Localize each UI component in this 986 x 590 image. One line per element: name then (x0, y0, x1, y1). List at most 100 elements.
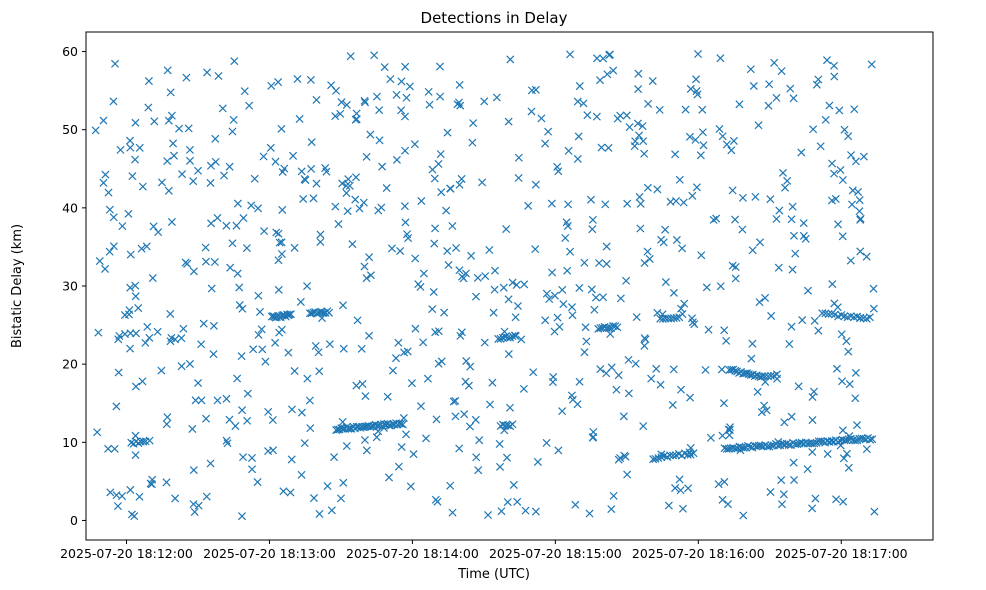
data-point (148, 274, 157, 283)
data-point (647, 374, 656, 383)
data-point (348, 240, 357, 249)
data-point (99, 116, 108, 125)
data-point (99, 178, 108, 187)
data-point (504, 350, 513, 359)
data-point (316, 237, 325, 247)
data-point (271, 338, 280, 347)
data-point (747, 354, 756, 363)
data-point (496, 334, 505, 343)
data-point (429, 287, 438, 297)
data-point (782, 439, 791, 448)
data-point (513, 497, 522, 506)
data-point (225, 162, 234, 171)
data-point (772, 370, 781, 379)
data-point (437, 188, 446, 197)
data-point (325, 340, 334, 349)
data-point (825, 101, 834, 110)
data-point (755, 238, 765, 247)
data-point (378, 162, 387, 171)
data-point (691, 135, 700, 144)
data-point (605, 51, 614, 60)
data-point (154, 228, 163, 237)
data-point (93, 428, 102, 437)
data-point (231, 422, 240, 431)
data-point (632, 313, 641, 322)
data-point (271, 157, 280, 166)
data-point (331, 112, 340, 121)
data-point (228, 127, 237, 136)
data-point (692, 75, 701, 84)
data-point (300, 439, 309, 448)
x-tick-label: 2025-07-20 18:14:00 (346, 546, 479, 561)
data-point (112, 491, 121, 500)
data-point (851, 436, 860, 445)
data-point (366, 130, 375, 139)
data-point (553, 313, 562, 322)
data-point (859, 314, 868, 323)
data-point (596, 365, 605, 374)
data-point (419, 269, 428, 278)
data-point (664, 501, 673, 510)
data-point (604, 143, 613, 152)
data-point (587, 285, 596, 294)
data-point (125, 136, 135, 145)
data-point (297, 167, 306, 176)
data-point (508, 332, 517, 341)
data-point (675, 175, 684, 184)
data-point (623, 199, 632, 208)
data-point (634, 69, 643, 78)
y-tick-label: 0 (70, 513, 78, 528)
data-point (267, 81, 276, 90)
data-point (253, 478, 262, 487)
data-point (672, 313, 681, 322)
data-point (336, 109, 345, 118)
data-point (762, 406, 771, 415)
data-point (738, 193, 747, 202)
data-point (844, 132, 853, 141)
data-point (182, 73, 191, 82)
data-point (675, 313, 684, 322)
data-point (362, 152, 371, 161)
data-point (214, 71, 223, 81)
data-point (640, 341, 649, 350)
data-point (201, 243, 210, 252)
data-point (527, 107, 536, 116)
data-point (430, 239, 439, 248)
data-point (127, 438, 136, 447)
data-point (821, 115, 830, 124)
data-point (189, 267, 198, 276)
data-point (801, 234, 810, 243)
data-point (473, 273, 482, 282)
data-point (132, 329, 141, 338)
x-tick-label: 2025-07-20 18:16:00 (632, 546, 765, 561)
data-point (126, 283, 135, 292)
data-point (162, 478, 171, 487)
data-point (274, 285, 283, 294)
data-point (109, 213, 118, 222)
data-point (846, 256, 855, 265)
data-point (844, 463, 853, 472)
data-point (842, 436, 851, 445)
data-point (424, 87, 433, 96)
data-point (567, 391, 576, 400)
data-point (254, 330, 263, 339)
data-point (827, 196, 836, 205)
x-tick-label: 2025-07-20 18:17:00 (775, 546, 908, 561)
data-point (206, 459, 215, 468)
data-point (206, 161, 215, 170)
data-point (141, 437, 150, 446)
data-point (512, 280, 521, 289)
data-point (489, 308, 498, 317)
data-point (481, 272, 490, 281)
data-point (201, 257, 210, 266)
data-point (766, 371, 776, 380)
data-point (358, 379, 367, 388)
x-tick-label: 2025-07-20 18:13:00 (203, 546, 336, 561)
data-point (111, 59, 120, 68)
data-point (630, 142, 639, 151)
data-point (365, 331, 374, 340)
data-point (808, 416, 817, 425)
data-point (243, 389, 252, 398)
data-point (495, 439, 504, 448)
data-point (400, 112, 410, 121)
